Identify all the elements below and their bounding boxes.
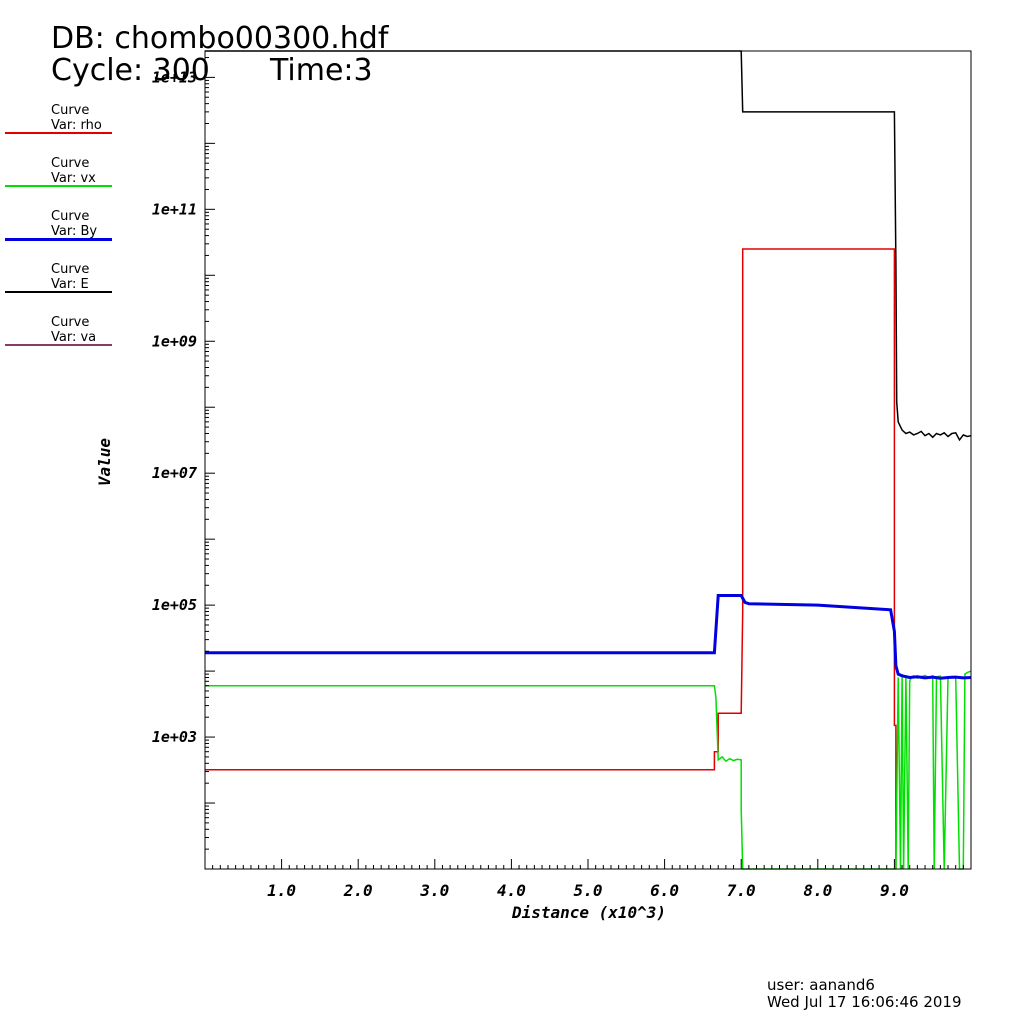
y-tick-label: 1e+11: [152, 200, 197, 218]
x-tick-label: 6.0: [650, 881, 679, 900]
legend-swatch-va: [5, 344, 112, 346]
legend-var-label: Var: va: [51, 330, 97, 345]
x-tick-label: 7.0: [727, 881, 756, 900]
date-label: Wed Jul 17 16:06:46 2019: [767, 993, 962, 1011]
legend-var-label: Var: rho: [51, 118, 102, 133]
db-title: DB: chombo00300.hdf: [51, 21, 389, 56]
y-tick-label: 1e+05: [152, 596, 197, 614]
time-label: Time:3: [270, 53, 373, 88]
x-tick-label: 2.0: [343, 881, 373, 900]
x-tick-label: 8.0: [803, 881, 832, 900]
cycle-label: Cycle: 300: [51, 53, 210, 88]
legend-swatch-by: [5, 238, 112, 241]
series-line-by: [205, 594, 972, 680]
legend-var-label: Var: E: [51, 277, 89, 292]
legend-curve-label: Curve: [51, 156, 90, 171]
y-tick-label: 1e+03: [152, 728, 197, 746]
x-tick-label: 3.0: [419, 881, 449, 900]
series-line-rho: [205, 248, 897, 869]
x-axis-label: Distance (x10^3): [511, 903, 666, 922]
legend-curve-label: Curve: [51, 209, 90, 224]
series-line-e: [205, 50, 972, 442]
plot-frame: [204, 50, 972, 870]
chart-curves: [205, 50, 972, 870]
x-tick-label: 1.0: [267, 881, 296, 900]
x-tick-label: 4.0: [497, 881, 526, 900]
legend-var-label: Var: By: [51, 224, 98, 239]
x-tick-label: 9.0: [880, 881, 909, 900]
legend-swatch-e: [5, 291, 112, 293]
y-tick-label: 1e+07: [152, 464, 197, 482]
user-label: user: aanand6: [767, 976, 875, 994]
x-tick-label: 5.0: [574, 881, 603, 900]
legend-curve-label: Curve: [51, 103, 90, 118]
legend-var-label: Var: vx: [51, 171, 96, 186]
legend-swatch-vx: [5, 185, 112, 187]
y-axis-label: Value: [95, 438, 114, 487]
legend-curve-label: Curve: [51, 262, 90, 277]
y-tick-label: 1e+13: [152, 68, 197, 86]
chart-axes: 1e+03 1e+05 1e+07 1e+09 1e+11 1e+13 1.0 2.0 3.0 4…: [152, 50, 972, 900]
y-tick-label: 1e+09: [152, 332, 197, 350]
legend-swatch-rho: [5, 132, 112, 134]
legend-curve-label: Curve: [51, 315, 90, 330]
